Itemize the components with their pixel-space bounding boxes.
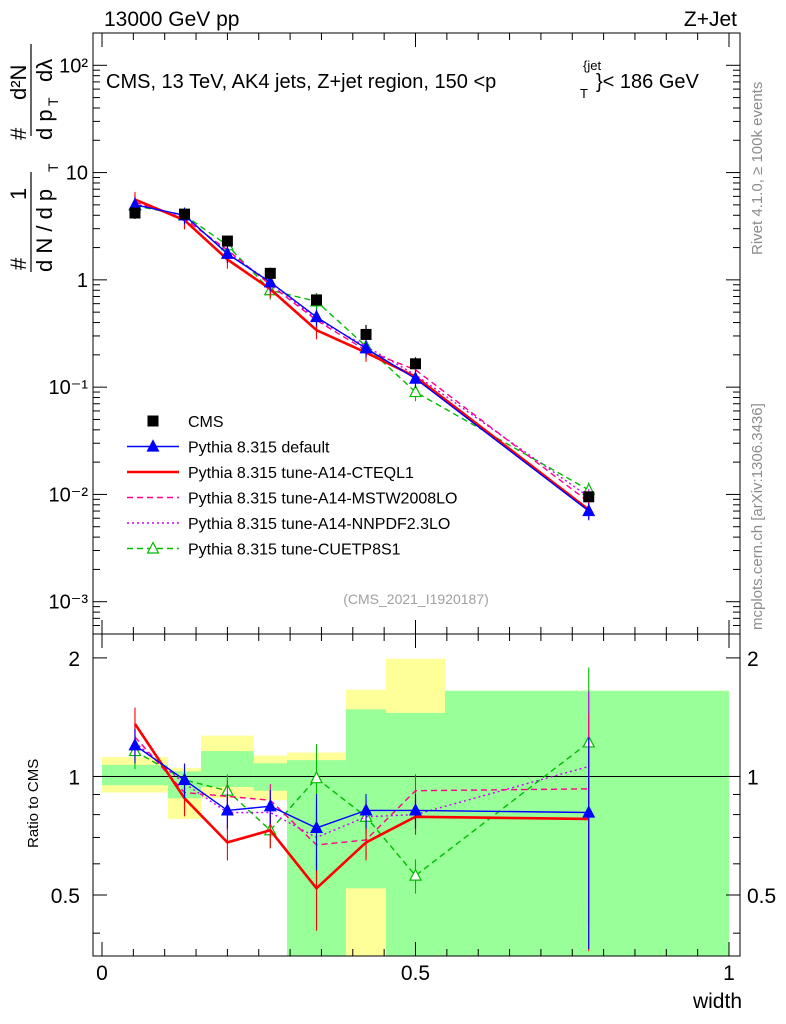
svg-text:{jet: {jet [583, 58, 601, 73]
legend-label: Pythia 8.315 tune-CUETP8S1 [188, 542, 401, 559]
svg-text:dλ: dλ [32, 59, 57, 82]
legend-entry: CMS [147, 414, 224, 431]
ratio-y-tick-label: 1 [68, 766, 80, 789]
ratio-y-tick-label: 0.5 [51, 885, 80, 908]
cms-data-point [360, 328, 372, 340]
legend-label: Pythia 8.315 tune-A14-NNPDF2.3LO [188, 516, 450, 533]
main-series-line [134, 204, 590, 512]
ratio-series-marker [359, 803, 373, 816]
legend-entry: Pythia 8.315 tune-A14-MSTW2008LO [127, 491, 457, 508]
cms-data-point [129, 207, 141, 219]
x-tick-label: 0 [96, 962, 108, 985]
main-series-line [134, 205, 590, 491]
legend-marker-sample [146, 439, 160, 452]
legend-entry: Pythia 8.315 tune-A14-CTEQL1 [127, 465, 414, 482]
main-y-tick-label: 10² [59, 55, 88, 77]
svg-text:T: T [45, 163, 61, 172]
ratio-plot-frame [92, 633, 741, 957]
ratio-series-marker [409, 868, 422, 881]
main-series-marker [409, 371, 422, 384]
ratio-series-marker [128, 737, 142, 751]
main-series-group [128, 191, 596, 521]
ratio-y-axis-label: Ratio to CMS [25, 759, 42, 848]
main-series-marker [409, 384, 422, 398]
rivet-version-label: Rivet 4.1.0, ≥ 100k events [749, 82, 766, 255]
cms-data-point [179, 208, 191, 220]
cms-data-point [410, 358, 421, 370]
svg-text:T: T [45, 97, 61, 106]
cms-data-point [221, 235, 233, 247]
ratio-band-green [444, 690, 729, 956]
main-series-line [134, 201, 590, 503]
main-y-tick-label: 10⁻² [49, 484, 89, 506]
svg-text:CMS, 13 TeV, AK4 jets, Z+jet r: CMS, 13 TeV, AK4 jets, Z+jet region, 150… [106, 71, 496, 93]
main-series-marker [582, 503, 596, 517]
plot-title: CMS, 13 TeV, AK4 jets, Z+jet region, 150… [106, 58, 700, 101]
ratio-series-marker [263, 798, 277, 812]
analysis-watermark: (CMS_2021_I1920187) [343, 591, 489, 607]
main-series-marker [220, 246, 234, 259]
ratio-series-marker [409, 803, 422, 816]
ratio-axis-ticks: 0.5 0.5 1 1 2 2 0 0.5 1 [51, 634, 776, 985]
ratio-y-tick-label-right: 1 [747, 766, 759, 789]
svg-text:d p: d p [32, 109, 57, 140]
legend-label: Pythia 8.315 tune-A14-CTEQL1 [188, 465, 414, 482]
ratio-series-marker [178, 772, 192, 786]
main-series-marker [310, 309, 323, 323]
legend-entry: Pythia 8.315 tune-CUETP8S1 [127, 541, 401, 559]
svg-text:#: # [6, 127, 31, 140]
main-y-tick-label: 10⁻³ [49, 592, 89, 614]
legend-label: CMS [188, 414, 224, 431]
legend-label: Pythia 8.315 default [188, 440, 330, 457]
svg-text:#: # [6, 257, 31, 270]
x-tick-label: 0.5 [401, 962, 430, 985]
ratio-series-marker [310, 770, 323, 784]
main-y-axis-label: # 1 d N / d p T # d²N d p T dλ [6, 44, 61, 272]
ratio-y-tick-label: 2 [68, 648, 80, 671]
ratio-series-marker [582, 805, 596, 818]
cms-data-point [264, 267, 276, 279]
svg-text:T: T [580, 86, 588, 101]
ratio-y-tick-label-right: 2 [747, 648, 759, 671]
legend-marker-sample [146, 541, 160, 554]
legend-label: Pythia 8.315 tune-A14-MSTW2008LO [188, 491, 457, 508]
ratio-series-marker [310, 820, 323, 834]
ratio-series-group [128, 667, 596, 952]
ratio-series-line [133, 723, 589, 891]
svg-text:d N / d p: d N / d p [32, 189, 57, 272]
main-series-marker [359, 341, 373, 354]
legend-entry: Pythia 8.315 tune-A14-NNPDF2.3LO [127, 516, 450, 533]
main-y-tick-label: 10 [66, 163, 88, 185]
svg-text:1: 1 [6, 188, 31, 200]
legend-marker-sample [147, 415, 159, 427]
ratio-series-line [134, 736, 589, 846]
header-energy-label: 13000 GeV pp [104, 8, 239, 31]
legend: CMS Pythia 8.315 default Pythia 8.315 tune… [127, 414, 457, 559]
cms-data-point [310, 294, 322, 306]
ratio-y-tick-label-right: 0.5 [747, 885, 776, 908]
main-axis-ticks: 10⁻³ 10⁻² 10⁻¹ 1 10 10² [49, 32, 740, 635]
main-series-marker [263, 274, 277, 288]
mcplots-label: mcplots.cern.ch [arXiv:1306.3436] [749, 403, 766, 630]
ratio-band-green [102, 764, 168, 786]
ratio-series-line [134, 744, 589, 829]
svg-text:d²N: d²N [6, 65, 31, 100]
header-process-label: Z+Jet [684, 8, 737, 31]
ratio-series-marker [220, 803, 234, 816]
legend-entry: Pythia 8.315 default [127, 439, 330, 457]
ratio-series-line [134, 741, 589, 839]
x-tick-label: 1 [723, 962, 735, 985]
ratio-series-line [134, 741, 590, 877]
cms-data-point [583, 491, 595, 503]
main-y-tick-label: 10⁻¹ [49, 377, 89, 399]
svg-text:}< 186 GeV: }< 186 GeV [596, 71, 700, 93]
main-y-tick-label: 1 [77, 270, 88, 292]
main-series-line [134, 198, 590, 511]
x-axis-label: width [692, 990, 742, 1013]
